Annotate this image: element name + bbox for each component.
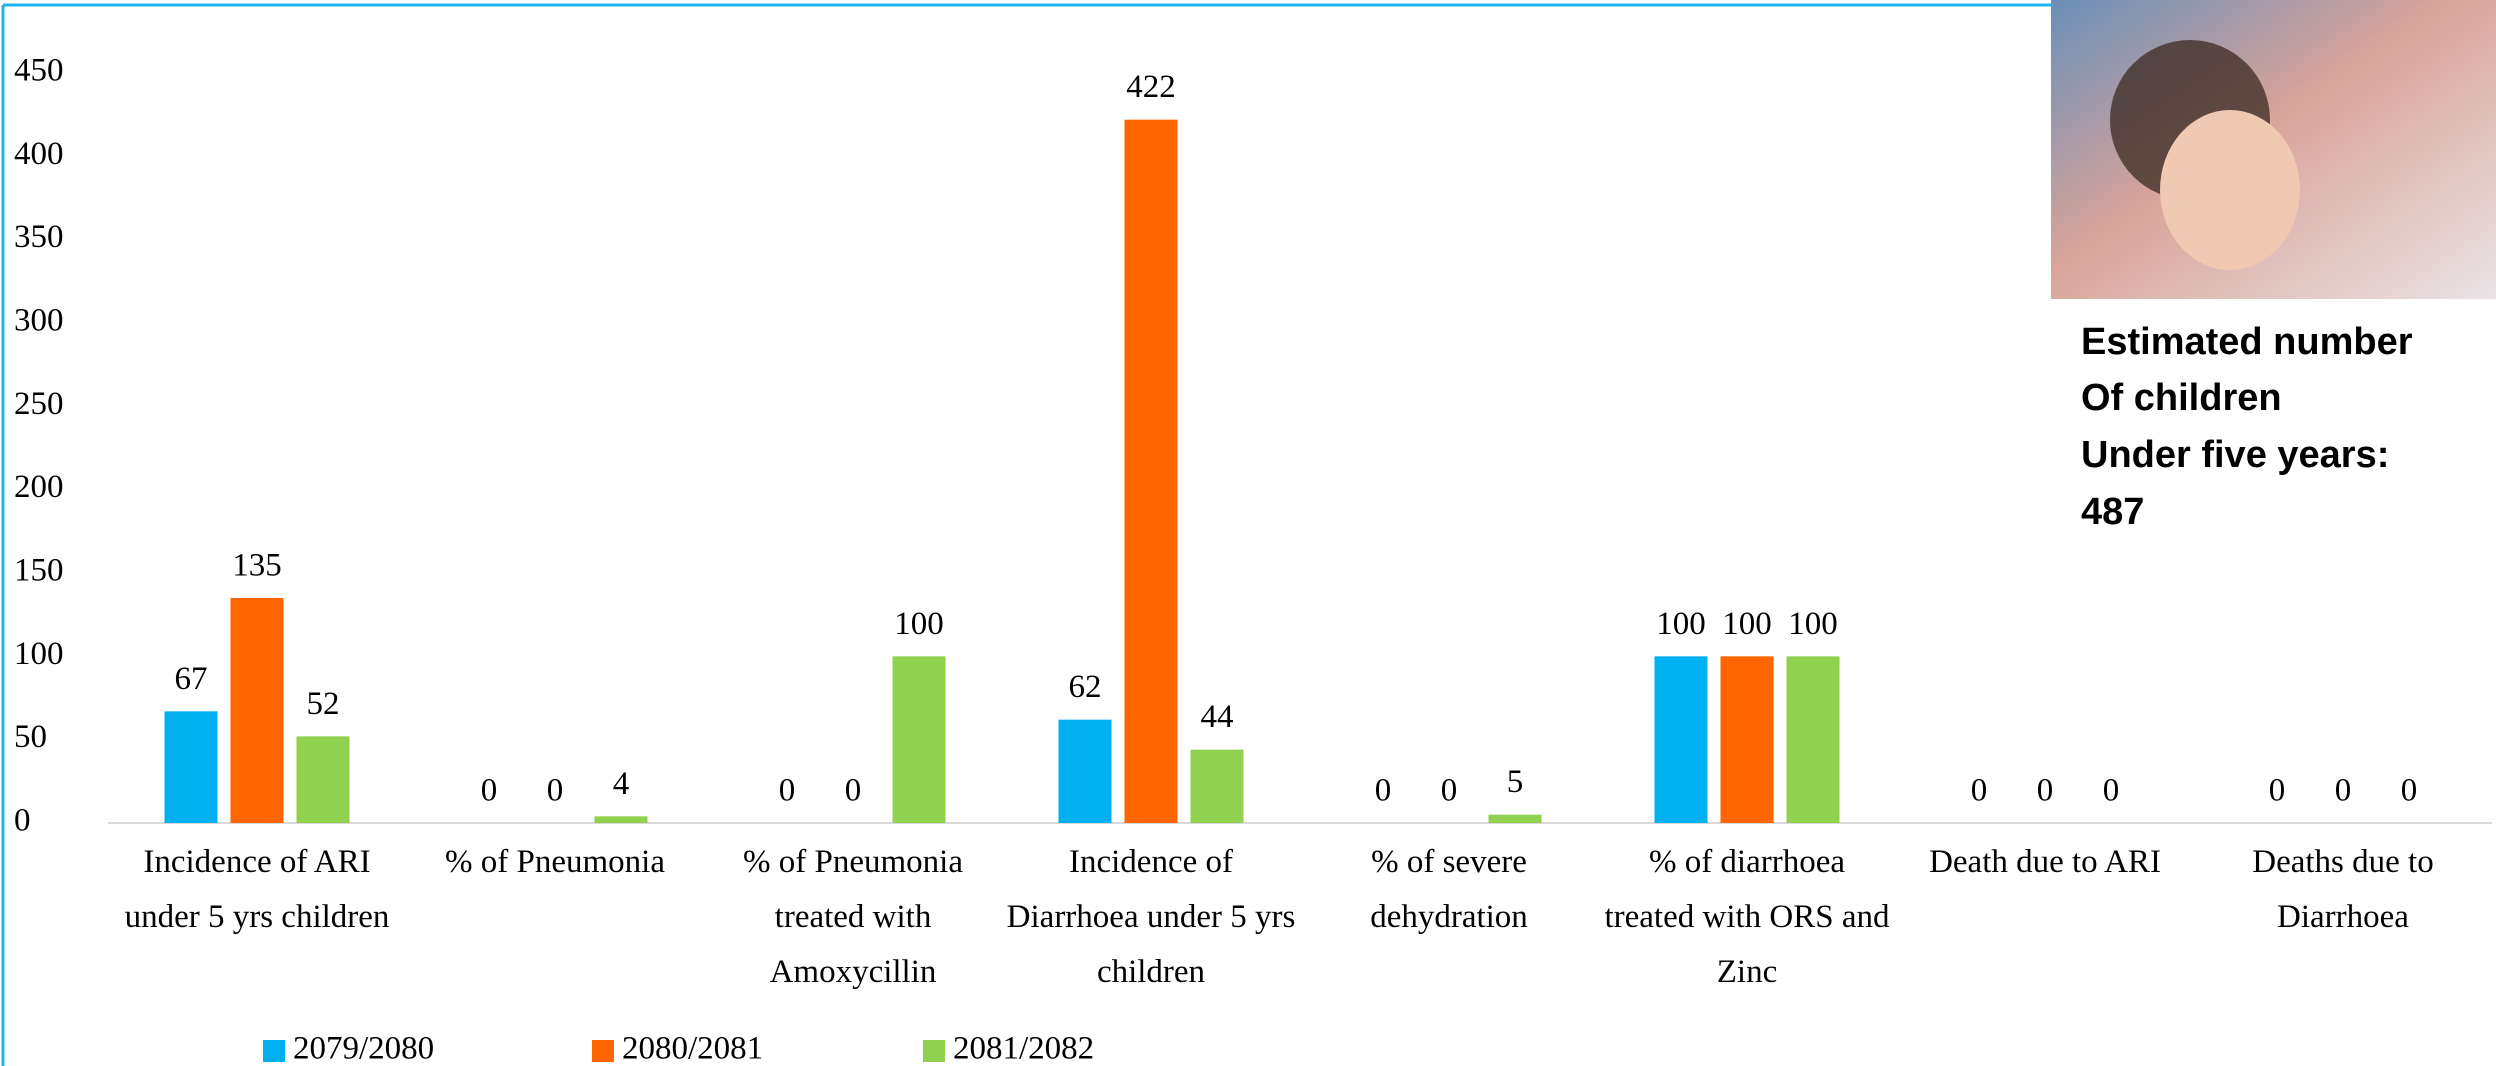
data-label: 0	[2335, 773, 2352, 809]
data-label: 0	[1375, 773, 1392, 809]
data-label: 62	[1069, 669, 1102, 705]
annotation: 487	[2081, 491, 2144, 533]
x-tick-label: % of severe dehydration	[1370, 844, 1528, 935]
bar	[296, 736, 350, 823]
legend-swatch	[263, 1040, 285, 1062]
bar	[164, 711, 218, 823]
data-label: 0	[1971, 773, 1988, 809]
annotation: Estimated number	[2081, 321, 2413, 363]
data-label: 4	[613, 766, 630, 802]
bar	[1058, 719, 1112, 823]
y-tick-label: 450	[14, 53, 64, 89]
annotation: Under five years:	[2081, 434, 2389, 476]
data-label: 100	[1788, 606, 1838, 642]
bar	[230, 598, 284, 823]
y-tick-label: 150	[14, 553, 64, 589]
photo-detail	[2160, 110, 2300, 270]
x-tick-label: % of diarrhoea treated with ORS and Zinc	[1604, 844, 1890, 990]
data-label: 0	[779, 773, 796, 809]
legend-label: 2079/2080	[293, 1031, 434, 1066]
data-label: 52	[307, 686, 340, 722]
bar	[1190, 749, 1244, 823]
bar	[892, 656, 946, 823]
data-label: 100	[894, 606, 944, 642]
data-label: 67	[175, 661, 208, 697]
x-tick-label: Incidence of Diarrhoea under 5 yrs child…	[1006, 844, 1296, 990]
data-label: 135	[232, 548, 282, 584]
x-tick-label: % of Pneumonia treated with Amoxycillin	[743, 844, 963, 990]
y-tick-label: 250	[14, 386, 64, 422]
legend-label: 2081/2082	[953, 1031, 1094, 1066]
bar	[1720, 656, 1774, 823]
bar	[1786, 656, 1840, 823]
y-tick-label: 200	[14, 469, 64, 505]
y-tick-label: 400	[14, 136, 64, 172]
annotation: Of children	[2081, 377, 2282, 419]
data-label: 0	[2269, 773, 2286, 809]
x-tick-label: Deaths due to Diarrhoea	[2252, 844, 2434, 935]
data-label: 100	[1656, 606, 1706, 642]
legend-label: 2080/2081	[622, 1031, 763, 1066]
data-label: 0	[1441, 773, 1458, 809]
data-label: 44	[1201, 699, 1234, 735]
y-tick-label: 300	[14, 303, 64, 339]
data-label: 0	[481, 773, 498, 809]
x-tick-label: Death due to ARI	[1929, 844, 2161, 880]
bar	[594, 816, 648, 823]
legend-swatch	[923, 1040, 945, 1062]
y-tick-label: 0	[14, 803, 31, 839]
y-tick-label: 350	[14, 219, 64, 255]
y-tick-label: 100	[14, 636, 64, 672]
bar	[1488, 814, 1542, 823]
x-tick-label: Incidence of ARI under 5 yrs children	[124, 844, 390, 935]
data-label: 0	[2401, 773, 2418, 809]
data-label: 0	[547, 773, 564, 809]
legend-swatch	[592, 1040, 614, 1062]
bar	[1124, 119, 1178, 823]
y-tick-label: 50	[14, 719, 47, 755]
data-label: 100	[1722, 606, 1772, 642]
data-label: 0	[845, 773, 862, 809]
data-label: 5	[1507, 764, 1524, 800]
data-label: 422	[1126, 69, 1176, 105]
data-label: 0	[2037, 773, 2054, 809]
x-tick-label: % of Pneumonia	[445, 844, 665, 880]
bar	[1654, 656, 1708, 823]
data-label: 0	[2103, 773, 2120, 809]
